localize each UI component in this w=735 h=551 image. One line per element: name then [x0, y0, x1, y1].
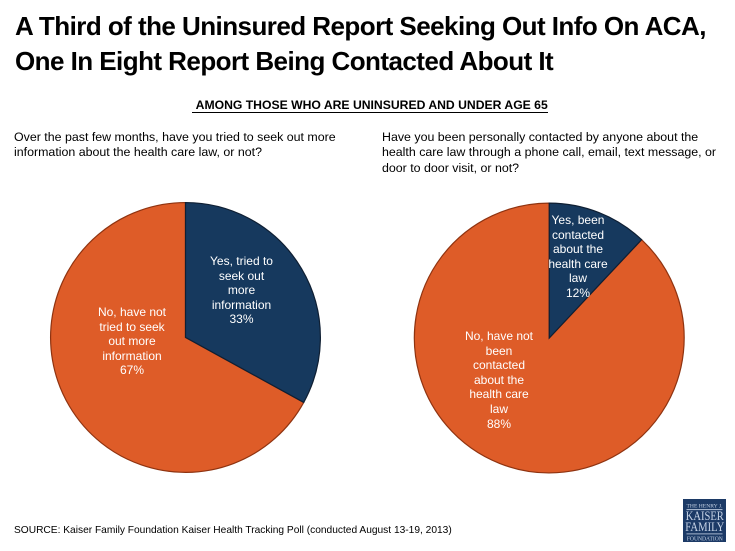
svg-text:KAISER: KAISER: [686, 509, 724, 523]
svg-text:THE HENRY J.: THE HENRY J.: [687, 503, 723, 509]
svg-text:FOUNDATION: FOUNDATION: [687, 536, 723, 542]
svg-text:FAMILY: FAMILY: [685, 520, 724, 534]
